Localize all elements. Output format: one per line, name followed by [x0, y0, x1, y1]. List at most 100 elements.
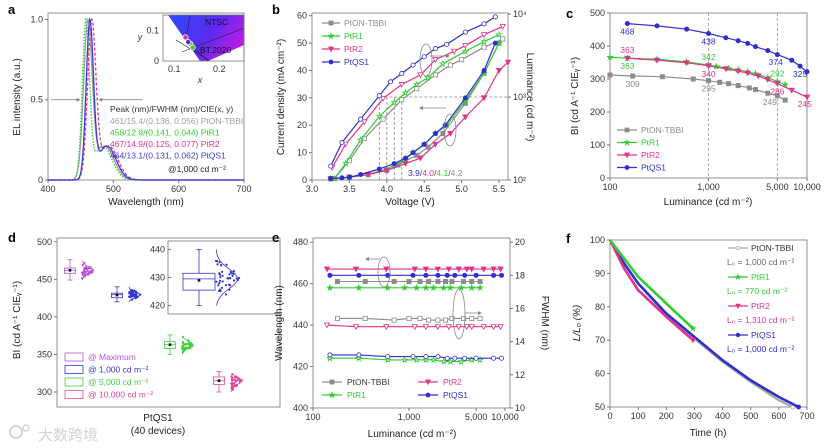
panel-b-ytick-label: 30: [297, 93, 307, 103]
panel-e-wavelength-point: [490, 266, 497, 273]
panel-b-arrowhead-icon: [446, 54, 450, 58]
panel-d-inset-device-point: [215, 280, 218, 283]
panel-a-legend-title: Peak (nm)/FWHM (nm)/CIE(x, y): [110, 104, 233, 114]
panel-c-legend-marker: [623, 138, 631, 146]
panel-a-cie-point-ptqs1: [185, 39, 192, 45]
panel-c-point: [607, 72, 613, 78]
panel-e-fwhm-point: [383, 324, 390, 331]
panel-b-j-point: [447, 130, 454, 137]
panel-b-j-point: [425, 144, 431, 150]
panel-d-inset-device-point: [220, 286, 224, 289]
panel-f-ytick-label: 90: [595, 268, 605, 278]
panel-d-inset-device-point: [229, 277, 232, 280]
panel-b-l-point: [398, 82, 405, 88]
panel-b-ylabel: Current density (mA cm⁻²): [276, 39, 287, 155]
panel-e-fwhm-point: [490, 324, 497, 331]
panel-e-wavelength-point: [446, 283, 455, 292]
panel-b-l-point: [432, 57, 439, 64]
panel-b-l-point: [401, 88, 410, 97]
panel-e-fwhm-point: [400, 355, 409, 364]
panel-d-inset-device-point: [225, 263, 228, 266]
panel-d--10-000-cd-m--device-point: [230, 375, 233, 379]
panel-b-l-curve-ptr1: [333, 34, 500, 179]
panel-e-fwhm-point: [352, 324, 360, 331]
panel-e-wavelength-point: [467, 283, 476, 292]
panel-e-wavelength-point: [462, 272, 468, 278]
panel-e-wavelength-point: [335, 279, 341, 285]
panel-b-j-point: [492, 40, 498, 46]
panel-b-legend-ptr2: PtR2: [344, 44, 363, 54]
panel-b-ytick-label: 20: [297, 120, 307, 130]
panel-c-point: [797, 63, 803, 69]
panel-a-ylabel: EL intensity (a.u.): [12, 58, 23, 135]
panel-e-fwhm-point: [477, 315, 483, 321]
panel-e-y2tick-label: 20: [515, 237, 525, 247]
panel-e-fwhm-point: [499, 355, 505, 361]
panel-e-ytick-label: 460: [293, 279, 308, 289]
panel-d-inset-device-point: [224, 284, 228, 287]
panel-d-inset-ytick-label: 420: [150, 301, 165, 311]
panel-e-fwhm-point: [445, 324, 453, 331]
panel-e-y2tick-label: 16: [515, 303, 525, 313]
panel-e-fwhm-point: [326, 354, 334, 362]
panel-c-point: [726, 81, 732, 87]
panel-f-legend-l0-pton-tbbi: L₀ = 1,000 cd m⁻²: [727, 257, 794, 267]
panel-d-ytick-label: 300: [37, 387, 52, 397]
panel-e-fwhm-point: [417, 315, 423, 321]
panel-b-legend-ptqs1: PtQS1: [344, 57, 369, 67]
panel-b-ytick-label: 60: [297, 11, 307, 21]
panel-f-legend-l0-ptr2: L₀ = 1,310 cd m⁻²: [727, 315, 794, 325]
panel-b-xtick-label: 4.0: [381, 184, 394, 194]
panel-c-data-label: 468: [620, 27, 634, 37]
panel-a-annotation: @1,000 cd m⁻²: [168, 164, 226, 174]
panel-d-legend-swatch: [64, 390, 84, 399]
panel-e-fwhm-point: [411, 324, 419, 331]
panel-a-xlabel: Wavelength (nm): [108, 197, 184, 208]
panel-d-inset-device-point: [228, 273, 231, 276]
panel-c-ytick-label: 200: [590, 107, 605, 117]
panel-c-data-label: 342: [701, 52, 715, 62]
panel-b-arrowhead-icon: [419, 106, 423, 110]
panel-e-ytick-label: 400: [293, 403, 308, 413]
panel-c-legend-pton-tbbi: PtON-TBBI: [641, 125, 684, 135]
panel-a-legend-ptqs1: 464/13.1/(0.131, 0.062) PtQS1: [110, 151, 226, 161]
panel-f-legend-marker: [735, 332, 741, 338]
panel-d--1-000-cd-m--device-point: [128, 290, 131, 294]
panel-c-data-label: 363: [620, 61, 634, 71]
panel-b-j-curve-ptr2: [330, 61, 509, 180]
panel-c-legend-marker: [624, 127, 630, 133]
watermark-logo-icon: [9, 425, 23, 439]
panel-b-j-point: [376, 166, 382, 172]
panel-e-wavelength-point: [410, 272, 416, 278]
panel-b-l-point: [500, 36, 506, 42]
panel-c-point: [684, 26, 690, 32]
panel-d-inset-device-point: [232, 269, 236, 273]
panel-b-letter: b: [272, 2, 280, 17]
panel-b-luminance-group-ellipse: [419, 43, 433, 77]
panel-b-l-point: [480, 32, 488, 39]
panel-e-legend-marker: [425, 392, 431, 398]
panel-b-j-point: [440, 130, 446, 136]
panel-e-legend-ptr1: PtR1: [347, 390, 366, 400]
panel-c-legend-marker: [623, 152, 631, 159]
panel-c-point: [654, 23, 660, 29]
panel-e-fwhm-point: [462, 355, 468, 361]
panel-e-fwhm-point: [457, 357, 465, 365]
panel-e-wavelength-point: [452, 272, 458, 278]
panel-e-fwhm-point: [385, 354, 391, 360]
panel-d-legend-swatch: [64, 352, 84, 362]
panel-c-point: [765, 48, 771, 54]
panel-e-fwhm-point: [323, 322, 331, 329]
panel-b-j-point: [358, 172, 364, 178]
panel-e-wavelength-point: [385, 272, 391, 278]
panel-f-ytick-label: 50: [595, 402, 605, 412]
panel-e-wavelength-point: [362, 279, 368, 285]
panel-a-ytick-label: 1.0: [30, 14, 43, 24]
panel-c-point: [706, 78, 712, 84]
panel-d--5-000-cd-m--mean: [168, 343, 172, 346]
panel-d-inset-device-point: [220, 264, 223, 267]
panel-c-point: [774, 93, 780, 99]
panel-e-y2tick-label: 10: [515, 403, 525, 413]
panel-e-fwhm-point: [446, 357, 455, 365]
